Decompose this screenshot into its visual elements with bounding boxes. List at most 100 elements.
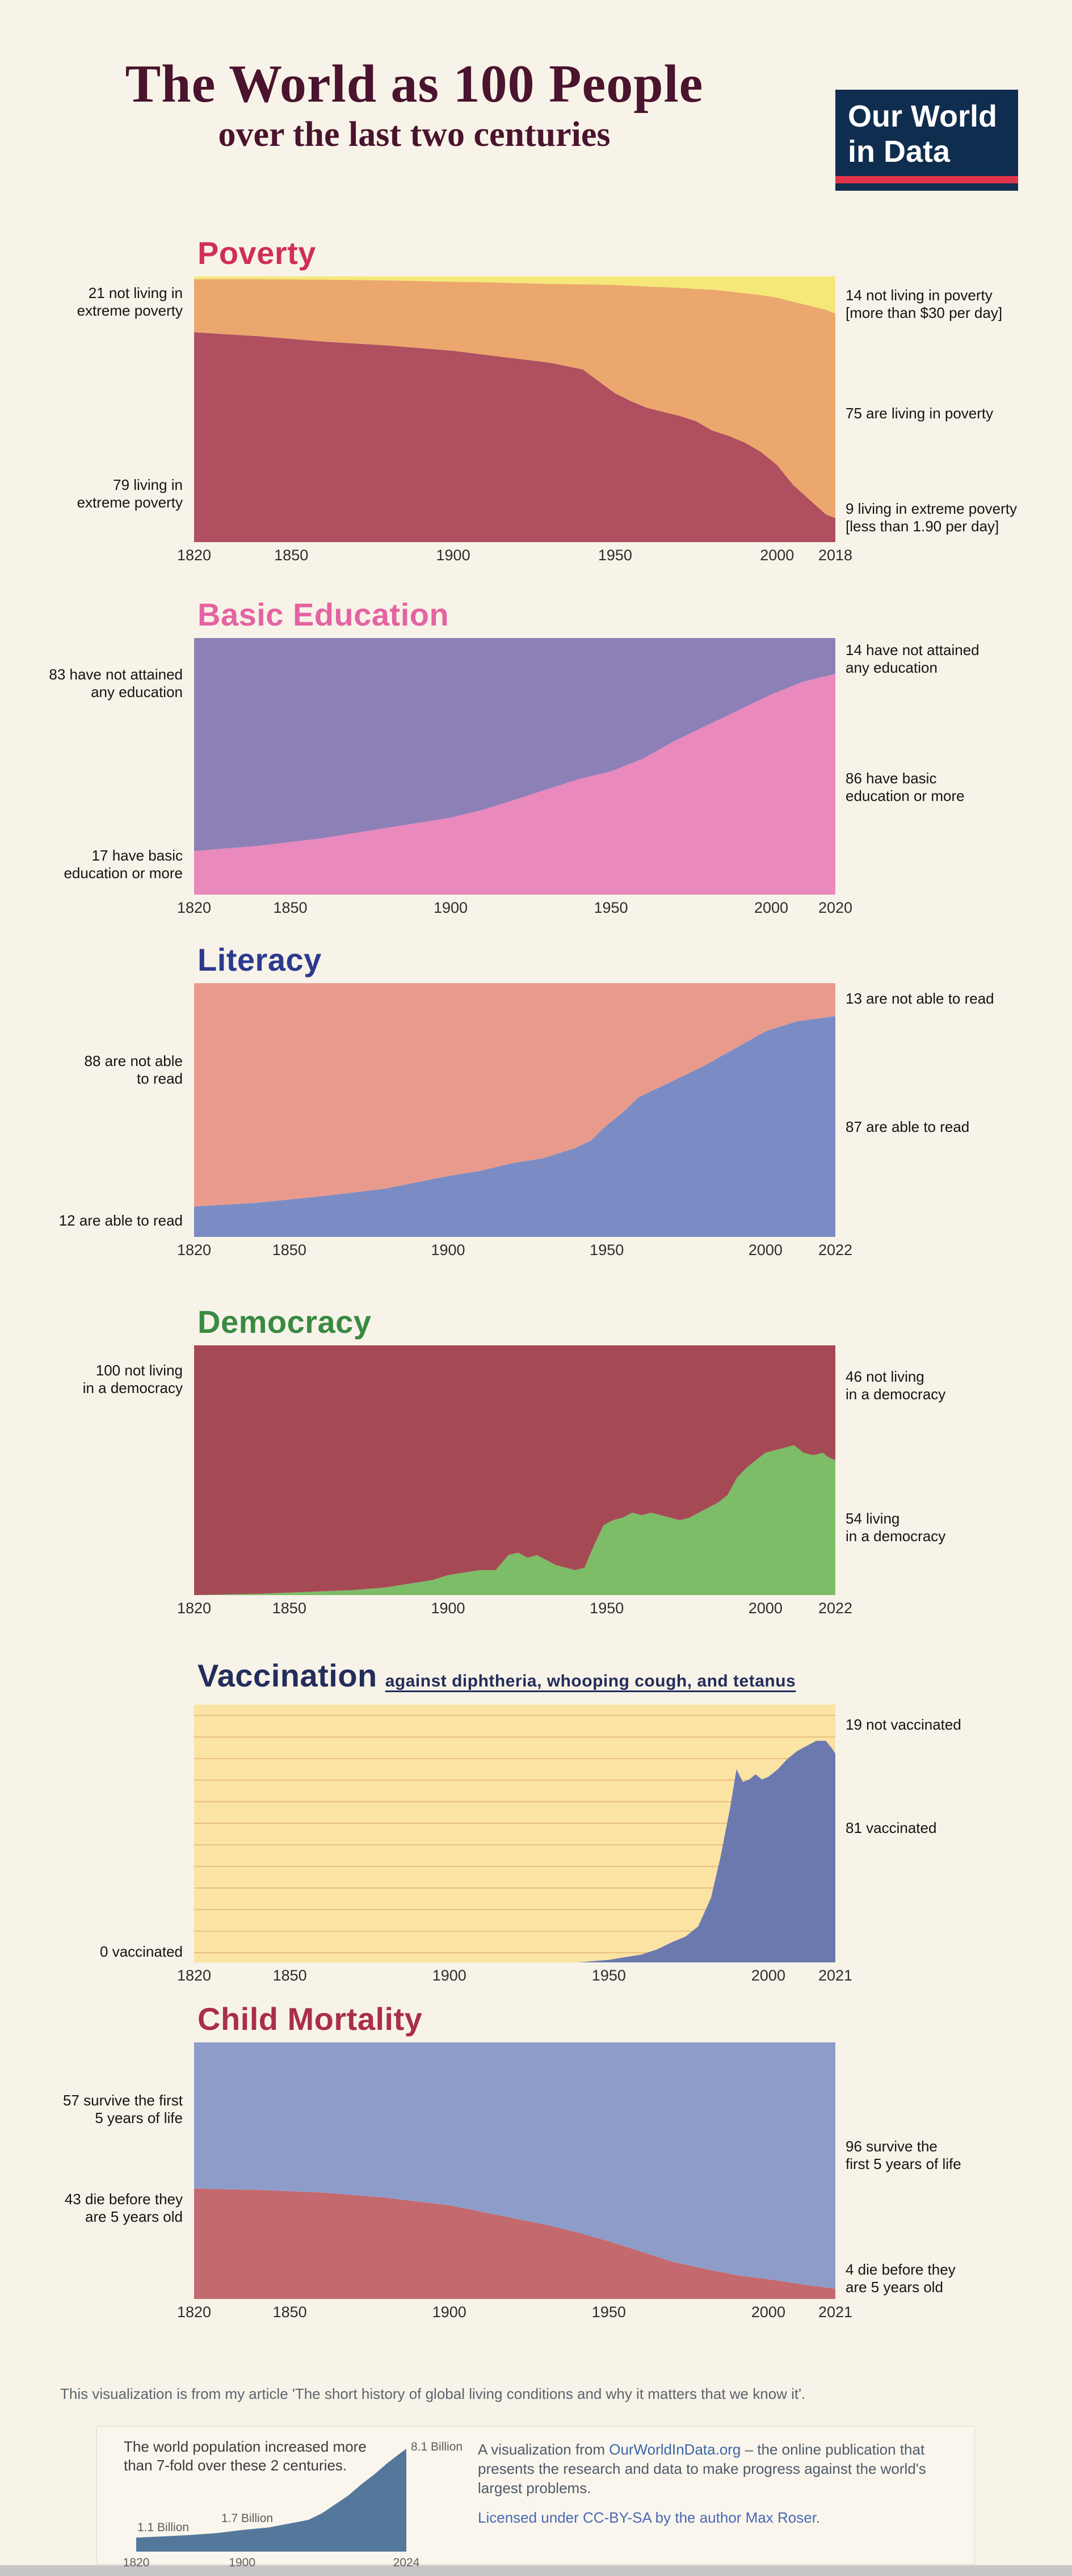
x-tick-label-1900: 1900: [433, 899, 468, 916]
vaccination-subtitle: against diphtheria, whooping cough, and …: [385, 1672, 796, 1690]
x-tick-label-1820: 1820: [176, 899, 212, 916]
poverty-label-right-mid: 75 are living in poverty: [846, 405, 994, 422]
x-tick-label-2022: 2022: [818, 1241, 853, 1258]
x-tick-label-1900: 1900: [432, 1967, 466, 1984]
x-tick-label-1900: 1900: [431, 1600, 465, 1617]
poverty-label-right-bottom: 9 living in extreme poverty [less than 1…: [846, 500, 1018, 535]
page-subtitle: over the last two centuries: [218, 115, 611, 154]
population-area-chart: [136, 2444, 406, 2552]
democracy-label-right-top: 46 not living in a democracy: [846, 1368, 946, 1403]
child-mortality-title: Child Mortality: [197, 2001, 423, 2037]
democracy-area-chart: [194, 1345, 835, 1595]
poverty-label-left-top: 21 not living in extreme poverty: [77, 284, 183, 319]
literacy-plot-area: 1820 1850 1900 1950 2000 2022 88 are not able…: [59, 983, 994, 1258]
population-chart-area: 1820 1900 2024 1.1 Billion 1.7 Billion 8.1…: [123, 2440, 463, 2569]
section-vaccination: Vaccination against diphtheria, whooping …: [0, 1658, 1072, 1985]
x-tick-label-1820: 1820: [123, 2556, 150, 2569]
disclaimer-text: This visualization is from my article 'T…: [60, 2385, 806, 2402]
x-tick-label-1950: 1950: [590, 1600, 624, 1617]
x-tick-label-1900: 1900: [436, 547, 470, 564]
basic-education-plot-area: 1820 1850 1900 1950 2000 2020 83 have not att…: [49, 638, 979, 916]
literacy-label-right-top: 13 are not able to read: [846, 990, 994, 1007]
child-mortality-label-right-bottom: 4 die before they are 5 years old: [846, 2261, 956, 2296]
section-poverty: Poverty 1820 1850 1900 1950 2000 2018 21 not …: [0, 235, 1072, 564]
literacy-label-right-bottom: 87 are able to read: [846, 1118, 970, 1135]
x-tick-label-1950: 1950: [591, 1967, 626, 1984]
basic-education-svg: [194, 638, 835, 895]
vaccination-label-left-bottom: 0 vaccinated: [100, 1943, 183, 1960]
section-child-mortality: Child Mortality 1820 1850 1900 1950 2000 2021…: [0, 2001, 1072, 2321]
democracy-label-right-bottom: 54 living in a democracy: [846, 1510, 946, 1545]
basic-education-label-right-top: 14 have not attained any education: [846, 641, 979, 676]
poverty-area-chart: [194, 276, 835, 542]
x-tick-label-1850: 1850: [272, 1241, 306, 1258]
x-tick-label-2020: 2020: [818, 899, 853, 916]
literacy-label-left-bottom: 12 are able to read: [58, 1212, 183, 1229]
poverty-x-axis: 1820 1850 1900 1950 2000 2018: [177, 547, 852, 569]
vaccination-area-chart: [194, 1705, 835, 1962]
democracy-plot-area: 1820 1850 1900 1950 2000 2022 100 not living …: [83, 1345, 945, 1617]
vaccination-x-axis: 1820 1850 1900 1950 2000 2021: [177, 1967, 852, 1990]
x-tick-label-1950: 1950: [598, 547, 632, 564]
basic-education-label-left-top: 83 have not attained any education: [49, 666, 183, 700]
license-link[interactable]: Licensed under CC-BY-SA by the author Ma…: [478, 2509, 821, 2526]
credit-pre: A visualization from: [478, 2441, 609, 2458]
page-header: The World as 100 People over the last tw…: [0, 54, 829, 156]
literacy-title: Literacy: [197, 942, 322, 977]
x-tick-label-2024: 2024: [393, 2556, 420, 2569]
poverty-label-right-top: 14 not living in poverty [more than $30 …: [846, 287, 1003, 321]
x-tick-label-1820: 1820: [176, 1241, 212, 1258]
population-label-1900: 1.7 Billion: [221, 2512, 274, 2525]
poverty-label-left-bottom: 79 living in extreme poverty: [77, 476, 183, 511]
x-tick-label-2000: 2000: [751, 1967, 785, 1984]
population-x-axis: 1820 1900 2024: [123, 2556, 420, 2576]
democracy-svg: [194, 1345, 835, 1595]
x-tick-label-1820: 1820: [176, 2304, 212, 2321]
x-tick-label-1950: 1950: [591, 2304, 626, 2321]
poverty-svg: [194, 276, 835, 542]
population-label-1820: 1.1 Billion: [137, 2521, 190, 2534]
child-mortality-plot-area: 1820 1850 1900 1950 2000 2021 57 survive the …: [63, 2042, 961, 2321]
basic-education-x-axis: 1820 1850 1900 1950 2000 2020: [177, 899, 852, 922]
owid-logo-line1: Our World: [848, 99, 997, 133]
x-tick-label-1850: 1850: [272, 1967, 307, 1984]
owid-logo: Our World in Data: [835, 90, 1018, 191]
x-tick-label-1820: 1820: [176, 1600, 212, 1617]
population-label-2024: 8.1 Billion: [411, 2440, 463, 2453]
credit-line: A visualization from OurWorldInData.org …: [478, 2440, 932, 2498]
vaccination-title: Vaccination against diphtheria, whooping …: [197, 1658, 1072, 1699]
x-tick-label-1820: 1820: [176, 547, 212, 564]
x-tick-label-1850: 1850: [272, 1600, 306, 1617]
x-tick-label-1950: 1950: [590, 1241, 624, 1258]
license-line: Licensed under CC-BY-SA by the author Ma…: [478, 2508, 932, 2527]
bottom-strip: [0, 2565, 1072, 2576]
child-mortality-label-right-top: 96 survive the first 5 years of life: [846, 2138, 961, 2172]
x-tick-label-2021: 2021: [818, 2304, 853, 2321]
democracy-x-axis: 1820 1850 1900 1950 2000 2022: [177, 1600, 852, 1622]
vaccination-plot-area: 1820 1850 1900 1950 2000 2021 0 vaccinated 19…: [100, 1705, 961, 1984]
section-democracy: Democracy 1820 1850 1900 1950 2000 2022 100 n…: [0, 1304, 1072, 1617]
poverty-title: Poverty: [197, 235, 316, 271]
child-mortality-svg: [194, 2042, 835, 2299]
section-basic-education: Basic Education 1820 1850 1900 1950 2000 2020…: [0, 597, 1072, 917]
basic-education-area-chart: [194, 638, 835, 895]
child-mortality-label-left-bottom: 43 die before they are 5 years old: [64, 2191, 183, 2225]
page-title: The World as 100 People: [125, 54, 704, 114]
literacy-x-axis: 1820 1850 1900 1950 2000 2022: [177, 1241, 852, 1264]
basic-education-label-left-bottom: 17 have basic education or more: [64, 847, 183, 882]
democracy-label-left-top: 100 not living in a democracy: [82, 1362, 183, 1396]
x-tick-label-2000: 2000: [748, 1600, 783, 1617]
literacy-label-left-top: 88 are not able to read: [84, 1052, 183, 1087]
owid-logo-red-stripe: [835, 176, 1018, 183]
section-literacy: Literacy 1820 1850 1900 1950 2000 2022 88 are…: [0, 942, 1072, 1259]
x-tick-label-2022: 2022: [818, 1600, 853, 1617]
x-tick-label-2021: 2021: [818, 1967, 853, 1984]
x-tick-label-1900: 1900: [431, 1241, 465, 1258]
x-tick-label-1850: 1850: [273, 899, 308, 916]
x-tick-label-1900: 1900: [229, 2556, 256, 2569]
population-text: The world population increased more than…: [124, 2438, 367, 2474]
owid-link[interactable]: OurWorldInData.org: [609, 2441, 741, 2458]
basic-education-label-right-bottom: 86 have basic education or more: [846, 770, 965, 804]
x-tick-label-1900: 1900: [432, 2304, 466, 2321]
